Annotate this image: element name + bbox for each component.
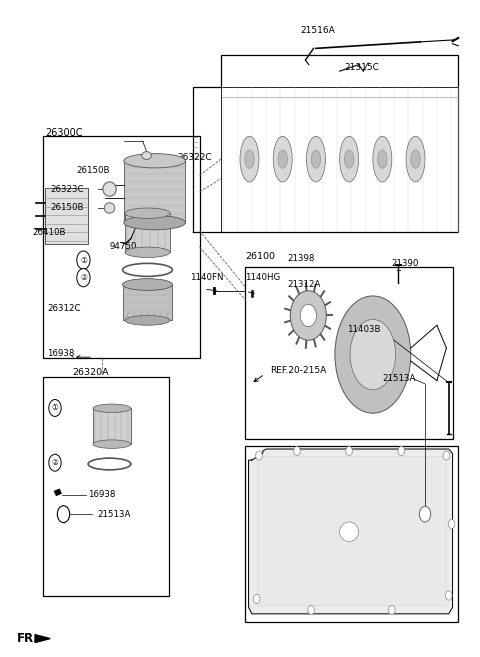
Ellipse shape xyxy=(335,296,411,413)
Circle shape xyxy=(294,446,300,455)
Ellipse shape xyxy=(340,522,359,541)
Ellipse shape xyxy=(306,136,325,182)
Text: 1140FN: 1140FN xyxy=(190,273,224,283)
Text: 26312C: 26312C xyxy=(48,304,81,313)
Ellipse shape xyxy=(125,247,170,258)
Circle shape xyxy=(398,446,405,455)
Ellipse shape xyxy=(125,315,170,325)
Polygon shape xyxy=(249,449,453,614)
Ellipse shape xyxy=(311,150,321,168)
Text: 21513A: 21513A xyxy=(383,374,416,383)
Ellipse shape xyxy=(378,150,387,168)
Text: 21312A: 21312A xyxy=(288,280,321,288)
Bar xyxy=(124,161,185,223)
Circle shape xyxy=(443,451,450,460)
Bar xyxy=(122,284,172,321)
Ellipse shape xyxy=(273,136,292,182)
Text: 26300C: 26300C xyxy=(46,128,83,138)
Ellipse shape xyxy=(124,215,185,230)
Circle shape xyxy=(49,454,61,471)
Ellipse shape xyxy=(122,263,172,277)
Ellipse shape xyxy=(350,319,396,390)
Bar xyxy=(245,267,454,440)
Ellipse shape xyxy=(406,136,425,182)
Text: 26150B: 26150B xyxy=(50,204,84,212)
Bar xyxy=(93,408,131,444)
Bar xyxy=(125,213,170,252)
Text: 26322C: 26322C xyxy=(177,153,212,162)
Ellipse shape xyxy=(344,150,354,168)
Ellipse shape xyxy=(240,136,259,182)
Ellipse shape xyxy=(93,404,131,413)
Ellipse shape xyxy=(278,150,288,168)
Text: 1140HG: 1140HG xyxy=(245,273,280,283)
Ellipse shape xyxy=(93,440,131,448)
Text: 21513A: 21513A xyxy=(97,510,131,518)
Text: 94750: 94750 xyxy=(109,242,137,251)
Text: 21390: 21390 xyxy=(392,259,419,268)
Circle shape xyxy=(253,595,260,603)
Text: REF.20-215A: REF.20-215A xyxy=(270,367,326,375)
Bar xyxy=(45,189,88,244)
Circle shape xyxy=(300,304,316,327)
Text: 21516A: 21516A xyxy=(301,26,336,35)
Circle shape xyxy=(388,605,395,614)
Text: ①: ① xyxy=(51,403,59,413)
Text: 26150B: 26150B xyxy=(76,166,110,175)
Circle shape xyxy=(308,605,314,614)
Text: 11403B: 11403B xyxy=(347,325,381,334)
Text: 26410B: 26410B xyxy=(32,227,66,237)
Circle shape xyxy=(290,290,326,340)
Bar xyxy=(43,377,169,596)
Text: 21398: 21398 xyxy=(288,254,315,263)
Text: ②: ② xyxy=(51,458,59,467)
Bar xyxy=(245,445,458,622)
Circle shape xyxy=(57,506,70,522)
Text: 26100: 26100 xyxy=(246,252,276,261)
Ellipse shape xyxy=(142,152,151,160)
Text: ①: ① xyxy=(80,256,87,265)
Circle shape xyxy=(445,591,452,600)
Ellipse shape xyxy=(88,458,131,470)
Ellipse shape xyxy=(340,136,359,182)
Text: 26320A: 26320A xyxy=(72,369,109,377)
Ellipse shape xyxy=(103,182,116,196)
Circle shape xyxy=(346,446,352,455)
Text: 16938: 16938 xyxy=(88,490,116,499)
Circle shape xyxy=(420,507,431,522)
Circle shape xyxy=(77,269,90,287)
Circle shape xyxy=(77,251,90,269)
Text: FR.: FR. xyxy=(17,632,39,645)
Text: 26323C: 26323C xyxy=(50,185,84,194)
Circle shape xyxy=(49,399,61,417)
Ellipse shape xyxy=(411,150,420,168)
Bar xyxy=(43,136,200,358)
Text: 21315C: 21315C xyxy=(344,64,379,72)
Ellipse shape xyxy=(373,136,392,182)
Text: ②: ② xyxy=(80,273,87,283)
Ellipse shape xyxy=(245,150,254,168)
Bar xyxy=(257,455,446,605)
Ellipse shape xyxy=(104,203,115,213)
Polygon shape xyxy=(55,489,61,495)
Circle shape xyxy=(448,520,455,528)
Text: 16938: 16938 xyxy=(48,349,75,358)
Ellipse shape xyxy=(124,154,185,168)
Circle shape xyxy=(256,451,262,460)
Polygon shape xyxy=(35,635,50,643)
Ellipse shape xyxy=(125,208,170,218)
Ellipse shape xyxy=(122,279,172,290)
